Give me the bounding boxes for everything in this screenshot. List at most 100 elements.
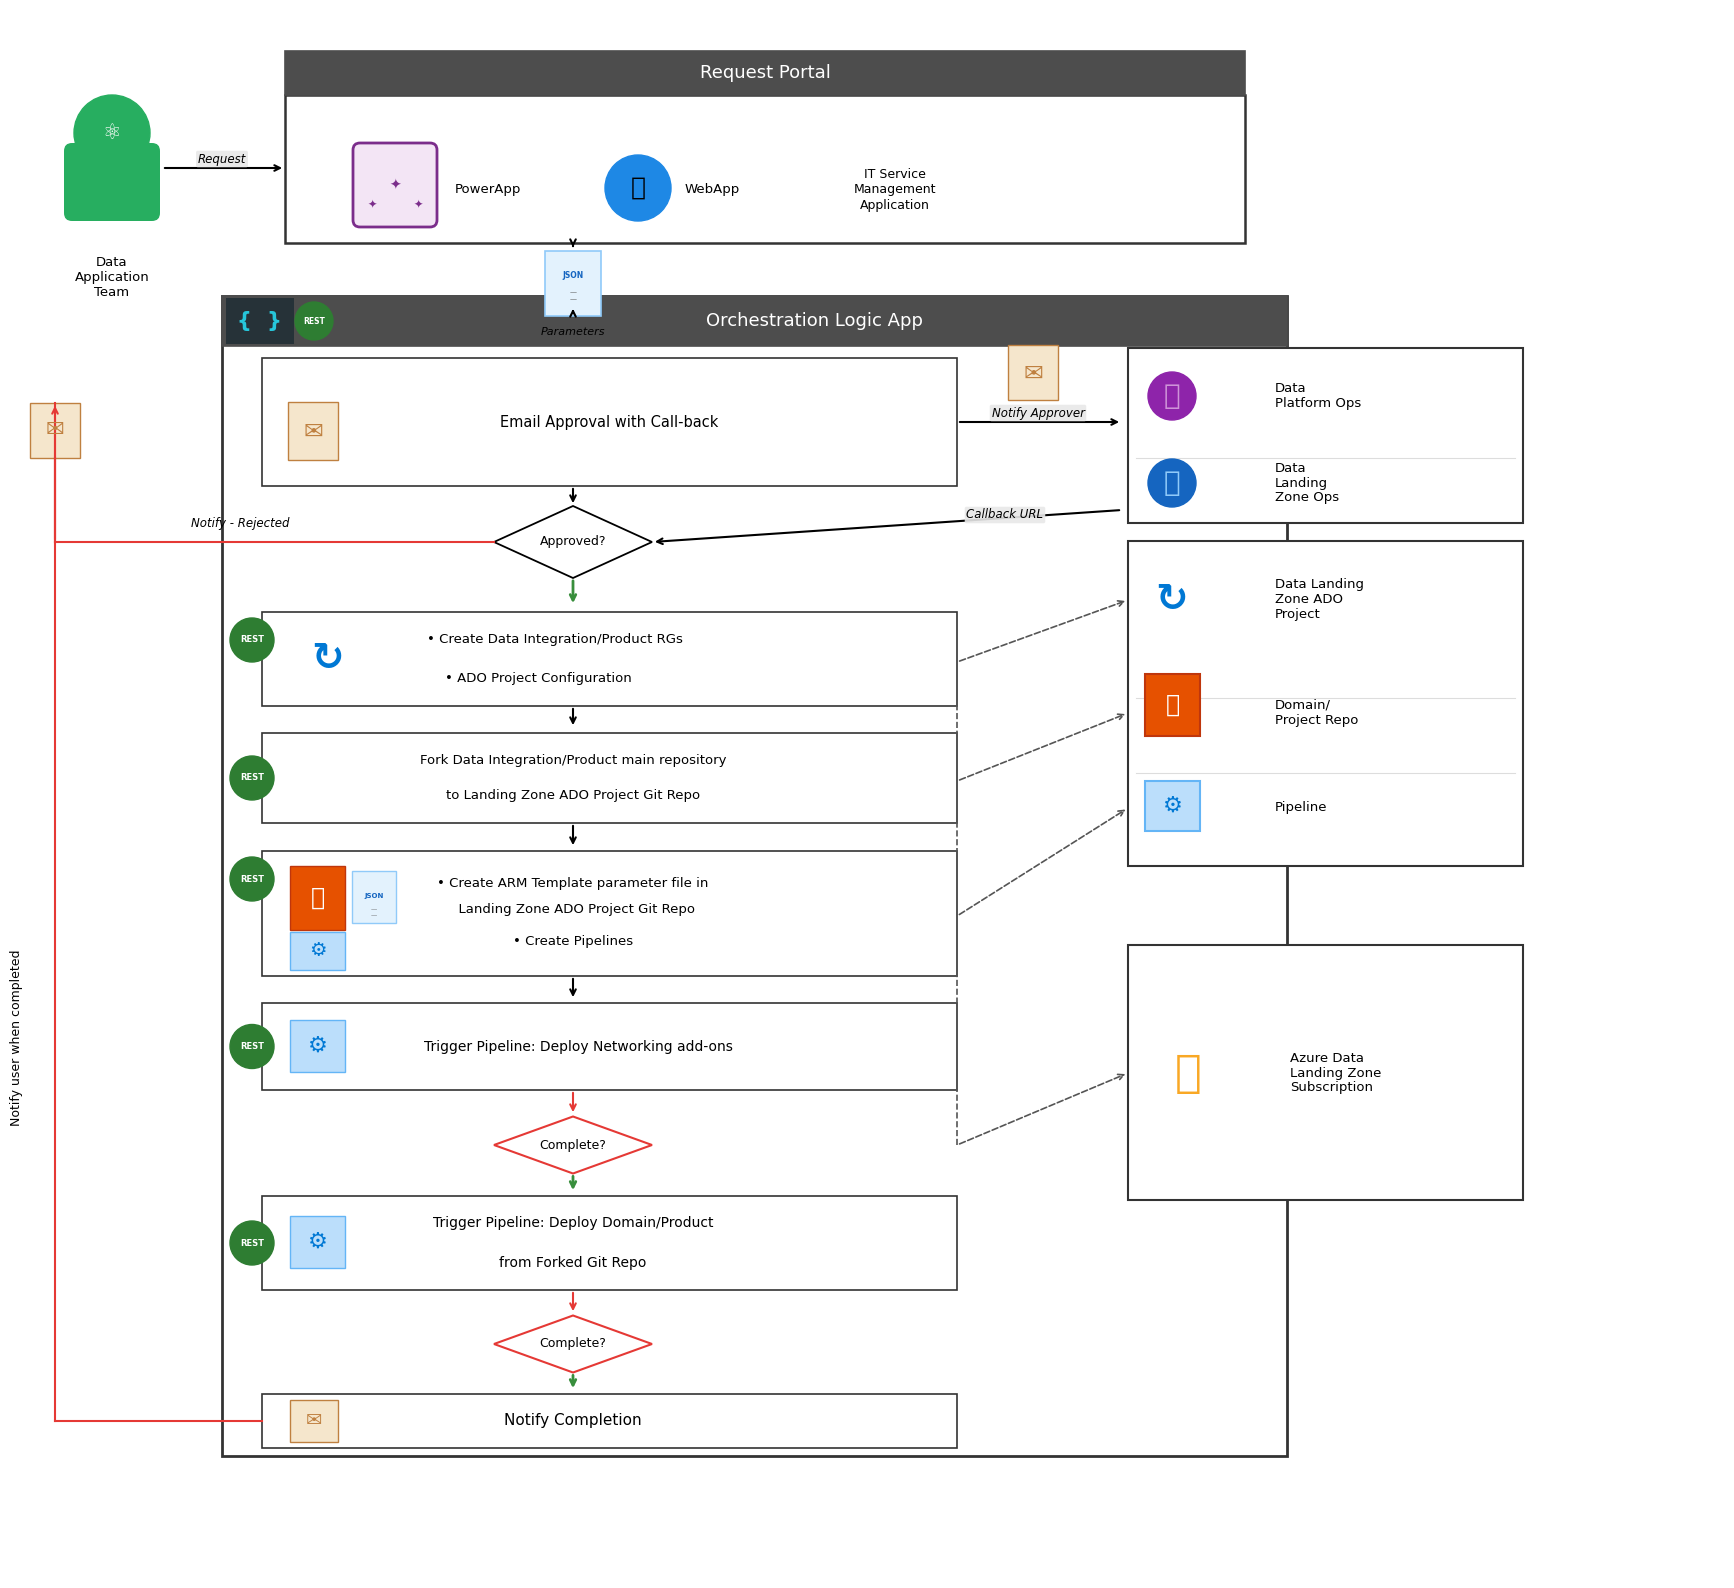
Text: ⚙: ⚙	[309, 942, 326, 961]
Bar	[262, 611, 957, 707]
Text: • Create ARM Template parameter file in: • Create ARM Template parameter file in	[437, 878, 709, 891]
Bar	[1144, 781, 1200, 831]
Text: Request Portal: Request Portal	[699, 64, 831, 83]
Text: ⚙: ⚙	[1162, 796, 1183, 816]
Text: }: }	[267, 311, 281, 330]
Bar	[262, 357, 957, 486]
Circle shape	[605, 156, 671, 221]
Text: ↻: ↻	[1155, 581, 1188, 619]
Bar	[262, 734, 957, 823]
Text: Data
Platform Ops: Data Platform Ops	[1274, 383, 1361, 410]
Text: Complete?: Complete?	[539, 1139, 607, 1151]
Circle shape	[231, 618, 274, 662]
Polygon shape	[494, 1116, 652, 1174]
Bar	[29, 403, 80, 457]
Text: Data
Application
Team: Data Application Team	[75, 256, 149, 299]
Text: Azure Data
Landing Zone
Subscription: Azure Data Landing Zone Subscription	[1290, 1051, 1382, 1094]
Bar	[290, 1216, 345, 1267]
Bar	[222, 295, 1287, 346]
Text: • ADO Project Configuration: • ADO Project Configuration	[444, 672, 631, 686]
Text: ⚙: ⚙	[307, 1232, 328, 1251]
Text: ✉: ✉	[45, 421, 64, 440]
Text: Notify user when completed: Notify user when completed	[10, 950, 24, 1126]
Text: Request: Request	[198, 152, 246, 165]
Text: REST: REST	[239, 875, 264, 883]
Text: Notify Approver: Notify Approver	[992, 407, 1084, 419]
Text: REST: REST	[239, 635, 264, 645]
Text: ⑂: ⑂	[1165, 692, 1179, 718]
Text: —
—: — —	[371, 908, 376, 918]
Circle shape	[1148, 372, 1196, 419]
Text: Complete?: Complete?	[539, 1337, 607, 1350]
Circle shape	[75, 95, 151, 172]
Text: ⚙: ⚙	[307, 1035, 328, 1056]
Bar	[284, 51, 1245, 95]
FancyBboxPatch shape	[354, 143, 437, 227]
Bar	[1007, 345, 1058, 400]
Text: Landing Zone ADO Project Git Repo: Landing Zone ADO Project Git Repo	[451, 902, 695, 916]
Text: Data
Landing
Zone Ops: Data Landing Zone Ops	[1274, 462, 1339, 505]
Text: REST: REST	[239, 773, 264, 783]
Text: ⑂: ⑂	[310, 886, 324, 910]
Polygon shape	[494, 507, 652, 578]
FancyBboxPatch shape	[64, 143, 160, 221]
Bar	[1144, 673, 1200, 735]
Text: • Create Pipelines: • Create Pipelines	[513, 934, 633, 948]
Bar	[290, 932, 345, 970]
Bar	[1129, 542, 1522, 865]
Circle shape	[231, 1221, 274, 1266]
Text: {: {	[236, 311, 251, 330]
Text: REST: REST	[303, 316, 324, 326]
Bar	[1129, 945, 1522, 1201]
Text: Email Approval with Call-back: Email Approval with Call-back	[499, 414, 718, 429]
Text: REST: REST	[239, 1042, 264, 1051]
Circle shape	[231, 1024, 274, 1069]
Bar	[262, 851, 957, 977]
Polygon shape	[494, 1315, 652, 1372]
Text: 🔑: 🔑	[1174, 1051, 1202, 1094]
Text: 👷: 👷	[1164, 468, 1181, 497]
Text: ⚛: ⚛	[102, 122, 121, 143]
Text: ✉: ✉	[303, 419, 323, 445]
Text: ✉: ✉	[305, 1412, 323, 1431]
Bar	[544, 251, 602, 316]
Text: JSON: JSON	[364, 892, 383, 899]
Circle shape	[231, 858, 274, 900]
Bar	[262, 1196, 957, 1289]
Text: ✦: ✦	[413, 200, 423, 210]
Text: Trigger Pipeline: Deploy Networking add-ons: Trigger Pipeline: Deploy Networking add-…	[423, 1040, 732, 1053]
Circle shape	[1148, 459, 1196, 507]
Text: IT Service
Management
Application: IT Service Management Application	[853, 168, 936, 211]
Circle shape	[295, 302, 333, 340]
Text: ↻: ↻	[312, 640, 345, 678]
Text: Approved?: Approved?	[539, 535, 607, 548]
Text: Notify Completion: Notify Completion	[505, 1413, 642, 1429]
Text: Parameters: Parameters	[541, 327, 605, 337]
Circle shape	[231, 756, 274, 800]
Text: 👷: 👷	[1164, 383, 1181, 410]
Text: Pipeline: Pipeline	[1274, 802, 1328, 815]
Text: JSON: JSON	[562, 270, 584, 279]
Bar	[290, 1401, 338, 1442]
Text: REST: REST	[239, 1239, 264, 1248]
Bar	[262, 1394, 957, 1448]
Text: Data Landing
Zone ADO
Project: Data Landing Zone ADO Project	[1274, 578, 1365, 621]
Bar	[225, 299, 295, 345]
Bar	[290, 865, 345, 931]
Text: to Landing Zone ADO Project Git Repo: to Landing Zone ADO Project Git Repo	[446, 789, 701, 802]
Bar	[284, 95, 1245, 243]
Text: 🌐: 🌐	[631, 176, 645, 200]
Bar	[288, 402, 338, 461]
Text: —
—: — —	[569, 289, 576, 302]
Text: Orchestration Logic App: Orchestration Logic App	[706, 311, 922, 330]
Text: PowerApp: PowerApp	[454, 184, 522, 197]
Bar	[222, 295, 1287, 1456]
Text: WebApp: WebApp	[685, 184, 740, 197]
Text: ✦: ✦	[368, 200, 376, 210]
Text: Callback URL: Callback URL	[966, 508, 1044, 521]
Bar	[352, 870, 395, 923]
Text: • Create Data Integration/Product RGs: • Create Data Integration/Product RGs	[427, 632, 683, 645]
Text: Notify - Rejected: Notify - Rejected	[191, 518, 290, 530]
Text: Trigger Pipeline: Deploy Domain/Product: Trigger Pipeline: Deploy Domain/Product	[434, 1216, 713, 1231]
Text: ✉: ✉	[1023, 362, 1042, 386]
